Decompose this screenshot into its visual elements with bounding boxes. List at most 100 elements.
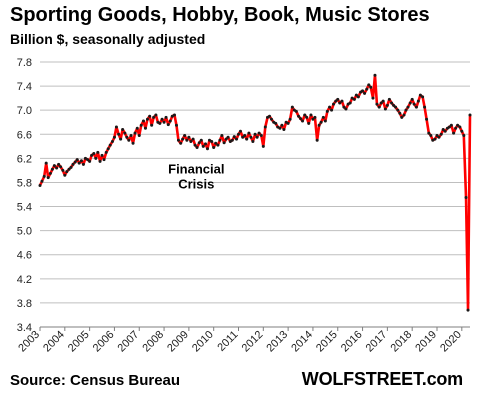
data-point bbox=[170, 114, 174, 118]
data-point bbox=[77, 161, 81, 165]
data-point bbox=[83, 156, 87, 160]
data-point bbox=[332, 102, 336, 106]
x-axis: 2003 2004 2005 2006 2007 2008 2009 2010 2011 2012… bbox=[16, 326, 470, 355]
x-tick-label: 2009 bbox=[165, 329, 191, 355]
data-point bbox=[416, 99, 420, 103]
gridlines bbox=[40, 61, 470, 304]
x-tick-label: 2015 bbox=[314, 329, 340, 355]
data-point bbox=[361, 89, 365, 93]
data-point bbox=[38, 183, 42, 187]
y-tick-label: 5.4 bbox=[17, 202, 32, 214]
data-point bbox=[309, 113, 313, 117]
data-point bbox=[458, 125, 462, 129]
data-point bbox=[154, 113, 158, 117]
data-point bbox=[123, 131, 127, 135]
data-point bbox=[145, 117, 149, 121]
data-point bbox=[301, 119, 305, 123]
x-tick-label: 2019 bbox=[413, 329, 439, 355]
data-point bbox=[435, 133, 439, 137]
data-point bbox=[205, 147, 209, 151]
x-tick-label: 2013 bbox=[264, 329, 290, 355]
data-point bbox=[61, 168, 65, 172]
data-point bbox=[191, 137, 195, 141]
data-point bbox=[449, 123, 453, 127]
data-point bbox=[423, 105, 427, 109]
data-point bbox=[402, 113, 406, 117]
data-point bbox=[125, 135, 129, 139]
data-point bbox=[79, 159, 83, 163]
y-tick-label: 3.8 bbox=[17, 298, 32, 310]
data-point bbox=[168, 119, 172, 123]
data-point bbox=[456, 123, 460, 127]
y-tick-label: 5.8 bbox=[17, 177, 32, 189]
data-point bbox=[468, 113, 472, 117]
x-tick-label: 2017 bbox=[364, 329, 390, 355]
data-point bbox=[52, 164, 56, 168]
data-point bbox=[204, 142, 207, 146]
data-point bbox=[222, 141, 226, 145]
chart-subtitle: Billion $, seasonally adjusted bbox=[10, 31, 206, 47]
x-tick-label: 2014 bbox=[289, 329, 315, 355]
data-point bbox=[404, 108, 408, 112]
data-point bbox=[383, 107, 387, 111]
data-point bbox=[365, 87, 369, 91]
chart-title: Sporting Goods, Hobby, Book, Music Store… bbox=[10, 4, 430, 26]
data-point bbox=[307, 121, 311, 125]
y-tick-label: 7.0 bbox=[17, 105, 32, 117]
data-point bbox=[321, 115, 325, 119]
data-point bbox=[127, 138, 131, 142]
data-point bbox=[464, 196, 468, 200]
data-point bbox=[230, 138, 234, 142]
x-tick-label: 2018 bbox=[389, 329, 415, 355]
y-tick-label: 4.2 bbox=[17, 274, 32, 286]
data-point bbox=[102, 158, 106, 162]
data-point bbox=[385, 103, 389, 107]
data-point bbox=[394, 105, 398, 109]
data-point bbox=[381, 99, 385, 103]
data-point bbox=[86, 158, 90, 162]
data-point bbox=[243, 133, 247, 137]
data-point bbox=[65, 170, 69, 174]
data-point bbox=[363, 91, 367, 95]
data-point bbox=[247, 131, 251, 135]
data-points bbox=[38, 73, 472, 312]
data-point bbox=[354, 93, 358, 97]
data-point bbox=[110, 140, 114, 143]
data-point bbox=[100, 153, 104, 157]
data-point bbox=[369, 85, 373, 89]
data-point bbox=[92, 152, 96, 156]
data-point bbox=[96, 150, 100, 154]
data-point bbox=[46, 176, 50, 180]
data-point bbox=[59, 165, 63, 169]
data-point bbox=[352, 97, 356, 101]
data-point bbox=[245, 137, 249, 141]
data-point bbox=[119, 137, 123, 141]
x-tick-label: 2007 bbox=[116, 329, 142, 355]
data-point bbox=[338, 101, 342, 105]
data-point bbox=[270, 117, 273, 121]
data-point bbox=[317, 123, 321, 127]
data-point bbox=[454, 126, 458, 130]
data-point bbox=[199, 138, 203, 142]
data-point bbox=[162, 120, 166, 124]
annotation-label: Financial bbox=[168, 161, 224, 176]
data-point bbox=[201, 144, 205, 148]
data-point bbox=[40, 179, 44, 183]
data-point bbox=[121, 127, 125, 131]
data-point bbox=[452, 131, 456, 135]
data-point bbox=[195, 146, 199, 150]
data-point bbox=[197, 141, 201, 145]
data-point bbox=[323, 119, 327, 123]
data-point bbox=[356, 95, 360, 99]
data-point bbox=[141, 119, 145, 123]
data-point bbox=[253, 132, 257, 136]
x-tick-label: 2011 bbox=[215, 329, 240, 354]
data-point bbox=[55, 166, 59, 170]
data-point bbox=[174, 123, 178, 127]
data-point bbox=[396, 108, 400, 112]
data-point bbox=[462, 133, 466, 137]
data-point bbox=[268, 114, 272, 118]
data-point bbox=[328, 105, 332, 109]
data-point bbox=[429, 133, 433, 137]
